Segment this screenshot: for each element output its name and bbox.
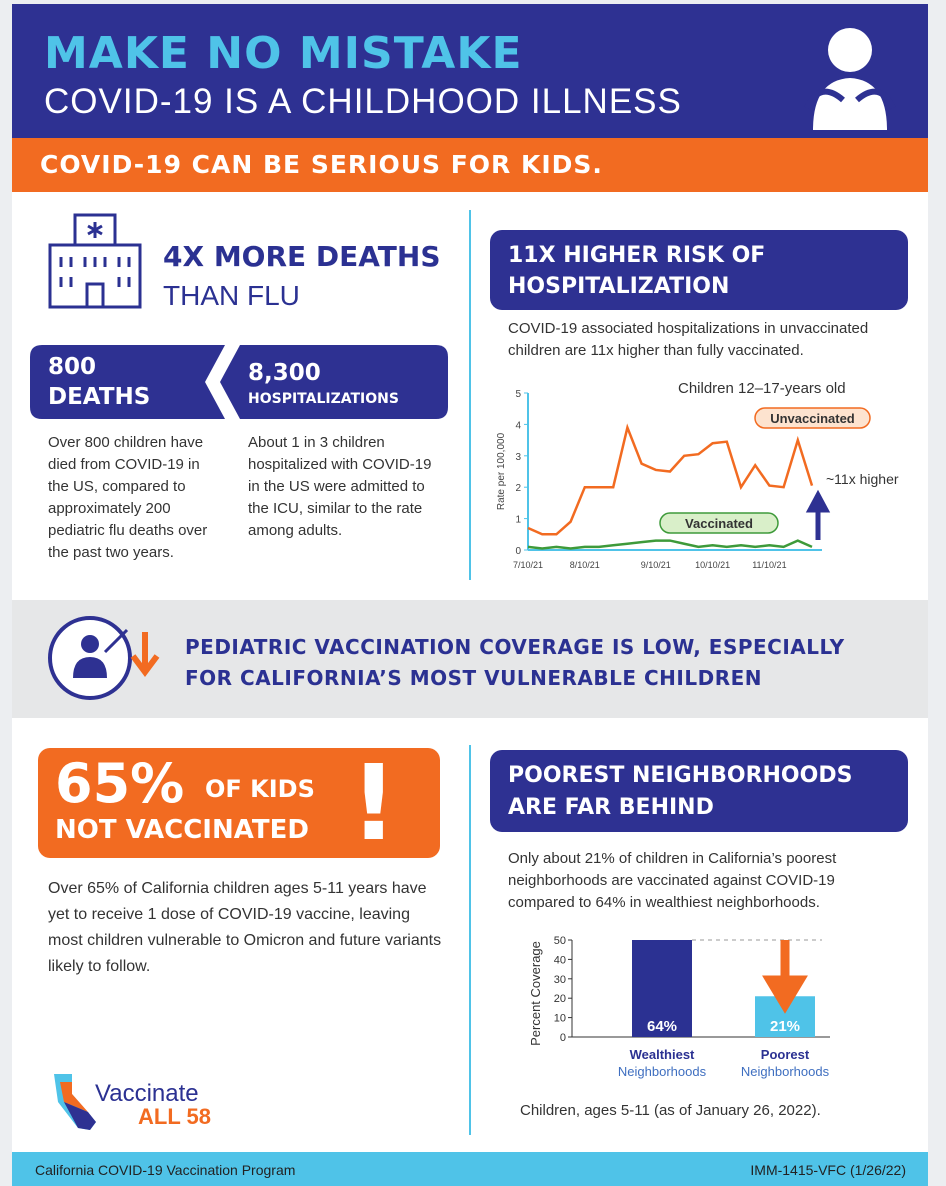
nbhd-title: POOREST NEIGHBORHOODS ARE FAR BEHIND <box>508 763 853 820</box>
subtitle: COVID-19 IS A CHILDHOOD ILLNESS <box>44 82 682 121</box>
coverage-title: PEDIATRIC VACCINATION COVERAGE IS LOW, E… <box>185 635 845 690</box>
title-box <box>490 230 908 310</box>
y-tick-label: 3 <box>515 452 521 463</box>
child-icon <box>804 28 896 130</box>
deaths-subhead: THAN FLU <box>163 280 300 311</box>
y-tick-label: 0 <box>515 546 521 557</box>
x-tick-label: 11/10/21 <box>752 560 786 570</box>
series-line <box>527 423 814 536</box>
header <box>12 4 928 138</box>
stat-number: 8,300 <box>248 360 321 386</box>
y-tick-label: 10 <box>554 1013 566 1025</box>
bar <box>632 940 692 1037</box>
divider <box>469 745 471 1135</box>
divider <box>469 210 471 580</box>
annotation-arrow <box>805 489 831 540</box>
y-axis-label: Percent Coverage <box>528 941 543 1046</box>
x-tick-label: 10/10/21 <box>695 560 730 570</box>
stat-label: HOSPITALIZATIONS <box>248 391 399 407</box>
california-logo <box>54 1074 96 1130</box>
hosp-title: 11X HIGHER RISK OF HOSPITALIZATION <box>508 243 766 299</box>
y-tick-label: 4 <box>515 420 521 431</box>
stat-label: DEATHS <box>48 384 151 410</box>
vaccine-icon <box>48 616 160 700</box>
y-tick-label: 20 <box>554 993 566 1005</box>
footer <box>12 1152 928 1186</box>
stat-text: About 1 in 3 children hospitalized with … <box>248 434 432 539</box>
bar-chart: 0 10 20 30 40 50 Percent Coverage 64% Wealthiest… <box>528 935 830 1079</box>
of-kids: OF KIDS <box>205 775 315 803</box>
legend-label: Unvaccinated <box>770 411 855 426</box>
hospital-icon <box>48 213 142 309</box>
x-tick-label: 9/10/21 <box>641 560 671 570</box>
title-box <box>490 750 908 832</box>
category-name: Poorest <box>761 1047 810 1062</box>
logo-line2: ALL 58 <box>138 1104 211 1129</box>
x-tick-label: 7/10/21 <box>513 560 543 570</box>
category-sub: Neighborhoods <box>741 1064 830 1079</box>
x-tick-label: 8/10/21 <box>570 560 600 570</box>
stat-banner <box>30 345 448 419</box>
exclamation: ! <box>350 742 398 864</box>
not-vaccinated: NOT VACCINATED <box>55 815 309 845</box>
percent: 65% <box>55 752 185 815</box>
line-chart: 0 1 2 3 4 5 7/10/21 8/10/21 9/10/21 10/10/21 11/10… <box>496 380 899 570</box>
drop-arrow <box>762 940 808 1014</box>
stat-number: 800 <box>48 354 97 380</box>
banner <box>12 138 928 192</box>
y-tick-label: 40 <box>554 954 566 966</box>
unvaccinated-text: Over 65% of California children ages 5-1… <box>48 880 442 975</box>
series-line <box>527 539 813 550</box>
stat-text: Over 800 children have died from COVID-1… <box>48 434 208 561</box>
category-sub: Neighborhoods <box>618 1064 707 1079</box>
y-tick-label: 2 <box>515 483 521 494</box>
caption: Children, ages 5-11 (as of January 26, 2… <box>520 1102 821 1119</box>
y-tick-label: 0 <box>560 1032 566 1044</box>
y-tick-label: 30 <box>554 974 566 986</box>
legend-pill <box>659 512 779 534</box>
legend-pill <box>754 407 871 429</box>
annotation: ~11x higher <box>826 471 899 487</box>
banner-text: COVID-19 CAN BE SERIOUS FOR KIDS. <box>40 150 603 179</box>
y-tick-label: 50 <box>554 935 566 947</box>
category-name: Wealthiest <box>630 1047 695 1062</box>
nbhd-text: Only about 21% of children in California… <box>508 850 837 911</box>
legend-label: Vaccinated <box>685 516 753 531</box>
footer-left: California COVID-19 Vaccination Program <box>35 1162 296 1178</box>
callout-box <box>38 748 440 858</box>
deaths-headline: 4X MORE DEATHS <box>163 240 441 273</box>
chart-title: Children 12–17-years old <box>678 380 846 397</box>
y-tick-label: 5 <box>515 389 521 400</box>
bar-label: 21% <box>770 1018 800 1035</box>
hosp-text: COVID-19 associated hospitalizations in … <box>508 320 869 359</box>
title: MAKE NO MISTAKE <box>44 28 523 79</box>
footer-right: IMM-1415-VFC (1/26/22) <box>750 1162 906 1178</box>
bar-label: 64% <box>647 1018 677 1035</box>
y-axis-label: Rate per 100,000 <box>496 432 507 510</box>
coverage-band <box>12 600 928 718</box>
y-tick-label: 1 <box>515 515 521 526</box>
logo-line1: Vaccinate <box>95 1080 199 1107</box>
